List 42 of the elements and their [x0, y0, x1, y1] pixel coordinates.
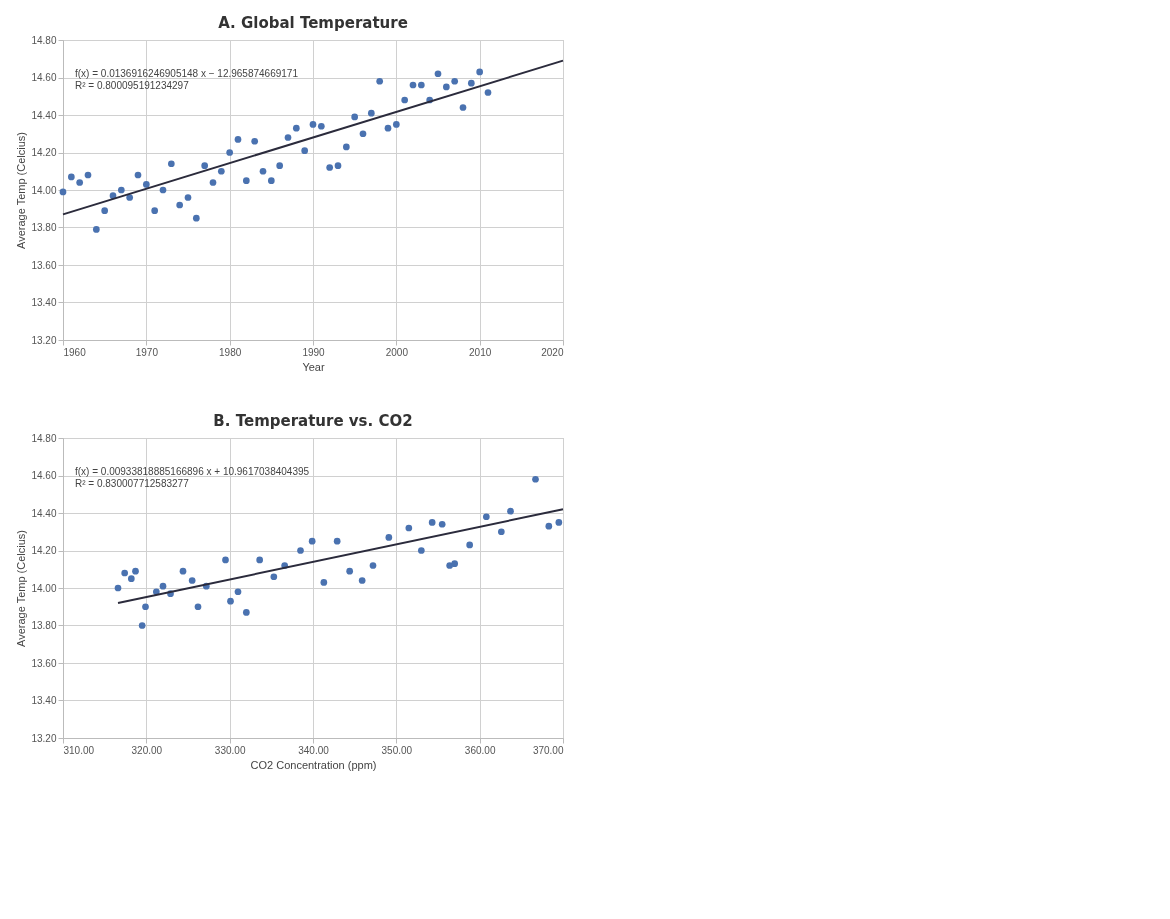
y-tick-label: 14.80 — [31, 34, 57, 46]
y-tick-label: 14.40 — [31, 507, 57, 519]
y-tick-label: 14.60 — [31, 470, 57, 481]
y-tick-label: 14.20 — [31, 147, 57, 158]
x-tick-label: 340.00 — [298, 744, 330, 756]
y-tick-label: 13.20 — [31, 732, 57, 744]
x-tick-label: 1970 — [135, 346, 159, 358]
x-tick-label: 310.00 — [63, 744, 95, 756]
x-axis-title: Year — [302, 360, 325, 373]
y-tick-label: 13.60 — [31, 657, 57, 669]
y-tick-label: 14.80 — [31, 432, 57, 444]
chart-title: B. Temperature vs. CO2 — [213, 412, 413, 430]
x-axis-title: CO2 Concentration (ppm) — [250, 758, 377, 771]
y-tick-label: 13.40 — [31, 695, 57, 706]
x-tick-label: 1990 — [302, 346, 326, 358]
x-tick-label: 370.00 — [532, 744, 564, 756]
x-tick-label: 2000 — [385, 346, 409, 358]
y-tick-label: 14.60 — [31, 72, 57, 83]
y-axis-title: Average Temp (Celcius) — [15, 530, 28, 647]
x-tick-label: 2020 — [541, 346, 564, 358]
y-axis-title: Average Temp (Celcius) — [15, 132, 28, 249]
annotation: R² = 0.800095191234297 — [75, 80, 190, 91]
x-tick-label: 350.00 — [381, 744, 413, 756]
y-tick-label: 13.80 — [31, 222, 57, 233]
x-tick-label: 320.00 — [131, 744, 163, 756]
y-tick-label: 13.40 — [31, 297, 57, 308]
x-tick-label: 1960 — [63, 346, 87, 358]
x-tick-label: 1980 — [219, 346, 242, 358]
y-tick-label: 13.60 — [31, 259, 57, 271]
y-tick-label: 13.80 — [31, 620, 57, 631]
y-tick-label: 14.00 — [31, 582, 57, 594]
annotation: R² = 0.830007712583277 — [75, 478, 190, 489]
x-tick-label: 360.00 — [464, 744, 496, 756]
chart-title: A. Global Temperature — [218, 14, 408, 32]
y-tick-label: 14.00 — [31, 184, 57, 196]
y-tick-label: 14.20 — [31, 545, 57, 556]
y-tick-label: 14.40 — [31, 109, 57, 121]
annotation: f(x) = 0.0136916246905148 x − 12.965874669171 — [75, 68, 299, 79]
annotation: f(x) = 0.00933818885166896 x + 10.9617038404395 — [75, 466, 310, 477]
x-tick-label: 330.00 — [214, 744, 246, 756]
x-tick-label: 2010 — [469, 346, 492, 358]
y-tick-label: 13.20 — [31, 334, 57, 346]
